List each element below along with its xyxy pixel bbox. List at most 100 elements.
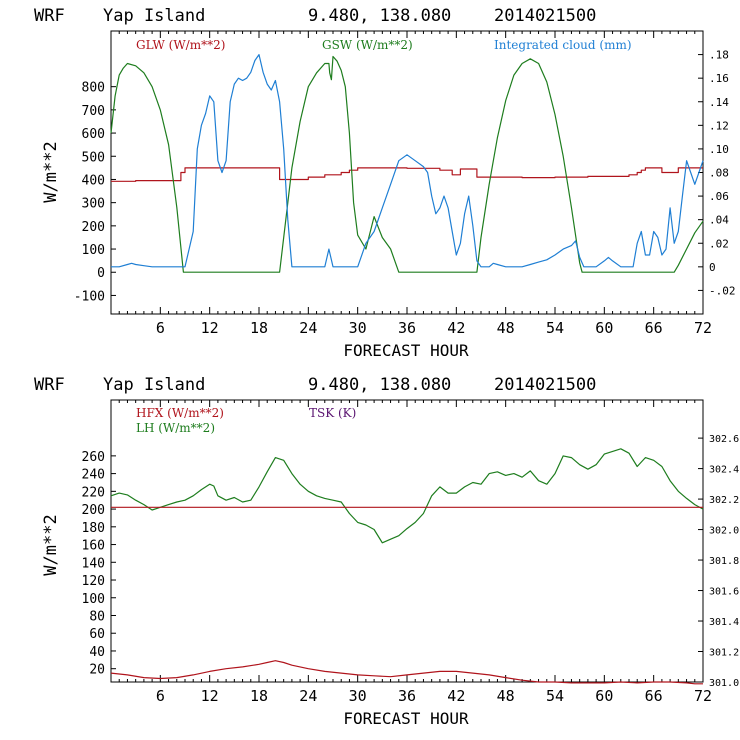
y2-tick-label: 302.4: [709, 465, 739, 476]
y-tick-label: 20: [89, 663, 105, 678]
title-run: 2014021500: [494, 375, 596, 395]
x-tick-label: 18: [250, 319, 268, 337]
y-axis-label-bottom: W/m**2: [41, 514, 61, 575]
series-integrated: [111, 54, 704, 268]
series-top: [110, 54, 704, 273]
y-tick-label: 300: [82, 197, 105, 212]
x-tick-label: 6: [156, 319, 165, 337]
title-location: Yap Island: [103, 6, 205, 26]
y-tick-label: 0: [97, 266, 105, 281]
y-tick-label: 80: [89, 609, 105, 624]
legend-cloud: Integrated cloud (mm): [494, 38, 632, 52]
chart-title-top: WRF Yap Island 9.480, 138.080 2014021500: [34, 6, 596, 26]
legend-tsk: TSK (K): [309, 406, 356, 420]
y2-tick-label: .08: [709, 167, 729, 180]
series-gsw: [110, 55, 704, 273]
series-hfx: [110, 660, 703, 685]
series-lh: [110, 448, 704, 544]
x-axis-label-top: FORECAST HOUR: [343, 341, 469, 360]
y2-tick-label: 302.0: [709, 526, 739, 537]
x-tick-label: 60: [595, 687, 613, 705]
title-run: 2014021500: [494, 6, 596, 26]
legend-glw: GLW (W/m**2): [136, 38, 225, 52]
legend-hfx: HFX (W/m**2): [136, 406, 224, 420]
y-tick-label: 100: [82, 243, 105, 258]
y-tick-label: 500: [82, 150, 105, 165]
x-axis-bottom: 6 12 18 24 30 36 42 48 54 60 66 72: [118, 400, 712, 705]
legend-lh: LH (W/m**2): [136, 421, 215, 435]
y2-tick-label: 0: [709, 261, 716, 274]
y-tick-label: 200: [82, 220, 105, 235]
y-tick-label: 260: [82, 450, 105, 465]
legend-top: GLW (W/m**2) GSW (W/m**2) Integrated clo…: [136, 38, 632, 52]
y-axis-right-top: -.02 0 .02 .04 .06 .08 .10 .12 .14 .16 .18: [698, 49, 736, 297]
y-tick-label: 200: [82, 503, 105, 518]
y2-tick-label: .18: [709, 49, 729, 62]
y-axis-left-top: -100 0 100 200 300 400 500 600 700 800: [74, 81, 116, 304]
y-tick-label: 60: [89, 627, 105, 642]
y-axis-label-top: W/m**2: [41, 141, 61, 202]
x-axis-top: 6 12 18 24 30 36 42 48 54 60 66 72: [118, 31, 712, 337]
x-tick-label: 42: [447, 319, 465, 337]
y-tick-label: 40: [89, 645, 105, 660]
y-tick-label: 100: [82, 592, 105, 607]
y2-tick-label: 302.2: [709, 495, 739, 506]
series-glw: [111, 167, 703, 182]
panel-bottom: WRF Yap Island 9.480, 138.080 2014021500…: [34, 375, 739, 728]
y-tick-label: 700: [82, 104, 105, 119]
y-tick-label: 120: [82, 574, 105, 589]
x-tick-label: 36: [398, 319, 416, 337]
chart-title-bottom: WRF Yap Island 9.480, 138.080 2014021500: [34, 375, 596, 395]
y2-tick-label: .14: [709, 96, 729, 109]
series-bottom: [110, 448, 704, 685]
y-tick-label: 140: [82, 556, 105, 571]
x-tick-label: 18: [250, 687, 268, 705]
y2-tick-label: 302.6: [709, 434, 739, 445]
x-tick-label: 12: [201, 687, 219, 705]
title-location: Yap Island: [103, 375, 205, 395]
legend-bottom: HFX (W/m**2) LH (W/m**2) TSK (K): [136, 406, 356, 435]
y2-tick-label: .16: [709, 72, 729, 85]
plot-frame-top: [110, 30, 704, 315]
y2-tick-label: .04: [709, 214, 729, 227]
y2-tick-label: 301.2: [709, 648, 739, 659]
x-tick-label: 66: [645, 319, 663, 337]
x-tick-label: 24: [299, 319, 317, 337]
y2-tick-label: 301.6: [709, 587, 739, 598]
y-tick-label: -100: [74, 289, 105, 304]
y2-tick-label: .12: [709, 119, 729, 132]
x-tick-label: 60: [595, 319, 613, 337]
x-tick-label: 72: [694, 687, 712, 705]
y-tick-label: 240: [82, 468, 105, 483]
y2-tick-label: .02: [709, 237, 729, 250]
x-tick-label: 6: [156, 687, 165, 705]
y2-tick-label: .10: [709, 143, 729, 156]
x-tick-label: 54: [546, 319, 564, 337]
y-tick-label: 180: [82, 521, 105, 536]
x-tick-label: 66: [645, 687, 663, 705]
title-coords: 9.480, 138.080: [308, 6, 451, 26]
y-axis-left-bottom: 20 40 60 80 100 120 140 160 180 200 220 240 260: [82, 450, 116, 678]
x-axis-label-bottom: FORECAST HOUR: [343, 709, 469, 728]
y2-tick-label: -.02: [709, 284, 736, 297]
x-tick-label: 36: [398, 687, 416, 705]
legend-gsw: GSW (W/m**2): [322, 38, 413, 52]
y2-tick-label: 301.8: [709, 556, 739, 567]
x-tick-label: 12: [201, 319, 219, 337]
y2-tick-label: .06: [709, 190, 729, 203]
x-tick-label: 72: [694, 319, 712, 337]
x-tick-label: 30: [349, 687, 367, 705]
x-tick-label: 54: [546, 687, 564, 705]
y-tick-label: 160: [82, 539, 105, 554]
y2-tick-label: 301.0: [709, 678, 739, 689]
panel-top: WRF Yap Island 9.480, 138.080 2014021500…: [34, 6, 736, 360]
plot-frame-bottom: [110, 399, 704, 683]
x-tick-label: 48: [497, 319, 515, 337]
y-tick-label: 400: [82, 173, 105, 188]
y2-tick-label: 301.4: [709, 617, 739, 628]
title-model: WRF: [34, 375, 65, 395]
y-tick-label: 220: [82, 485, 105, 500]
x-tick-label: 42: [447, 687, 465, 705]
y-tick-label: 800: [82, 81, 105, 96]
